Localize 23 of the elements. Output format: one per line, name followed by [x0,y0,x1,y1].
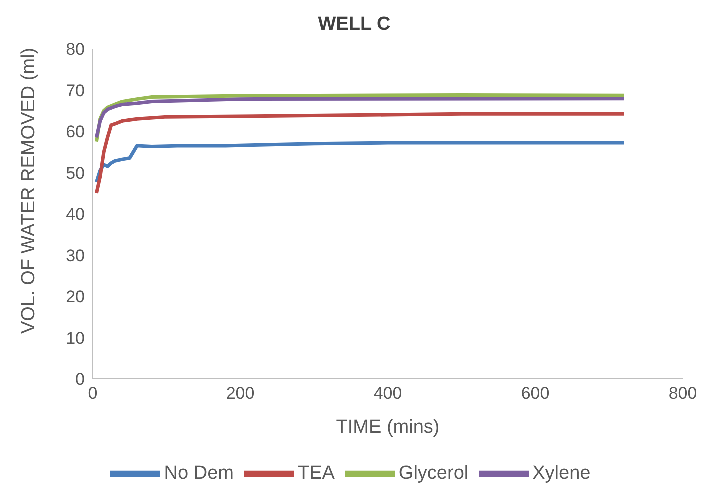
y-axis-title: VOL. OF WATER REMOVED (ml) [18,48,40,334]
y-tick-label: 80 [66,40,85,60]
y-tick-label: 50 [66,164,85,183]
chart-title: WELL C [317,14,392,36]
x-axis-title: TIME (mins) [336,417,440,438]
y-tick-label: 10 [66,328,85,348]
x-tick-label: 800 [668,384,698,404]
y-tick-label: 40 [66,205,85,224]
x-tick-label: 600 [521,384,550,404]
y-tick-label: 30 [66,246,85,266]
x-tick-label: 0 [88,384,98,404]
x-tick-label: 400 [374,384,402,404]
legend-label: Xylene [532,463,591,484]
legend-label: Glycerol [398,463,469,484]
y-tick-label: 20 [66,288,85,307]
y-tick-label: 60 [66,122,85,142]
line-series [94,141,626,184]
x-tick-label: 200 [226,384,255,404]
legend-label: TEA [298,463,335,484]
legend-label: No Dem [164,463,234,484]
y-tick-label: 0 [76,370,85,390]
y-tick-label: 70 [66,81,85,100]
line-series [94,112,626,196]
